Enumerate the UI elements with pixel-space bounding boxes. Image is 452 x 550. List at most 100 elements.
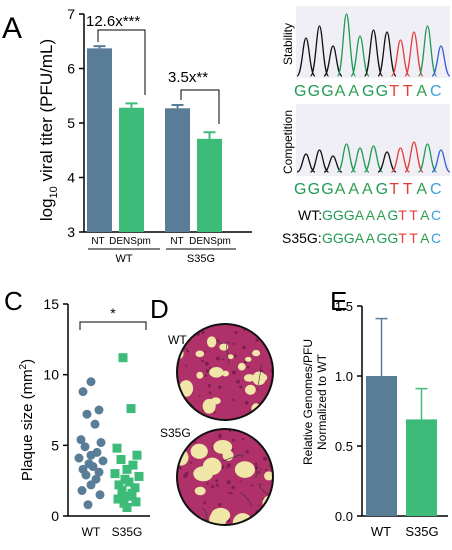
dS35G-crack-4 <box>255 467 257 478</box>
dWT-plaque-14 <box>227 354 234 360</box>
dWT-plaque-6 <box>245 356 252 362</box>
seq-wt-base-3: A <box>355 207 365 223</box>
dWT-cell-11 <box>178 421 180 423</box>
dS35G-cell-7 <box>218 433 222 438</box>
panel-a-bracket-wt <box>97 29 146 95</box>
dWT-plaque-16 <box>210 397 221 405</box>
dS35G-plaque-12 <box>190 443 208 459</box>
panel-e-cat-wt: WT <box>371 524 391 539</box>
panel-a-cat-denspm-s35g: DENSpm <box>189 236 231 247</box>
competition-peak-6 <box>377 151 397 173</box>
panel-c-point-wt-21 <box>83 500 93 510</box>
seq-competition-base-2: G <box>321 181 333 198</box>
seq-stability-base-0: G <box>294 83 306 100</box>
seq-s35g-base-9: A <box>420 230 430 246</box>
dS35G-cell-27 <box>262 456 267 461</box>
dWT-crack-1 <box>226 344 230 364</box>
panel-c-ylabel-end: ) <box>19 359 36 364</box>
seq-wt-base-7: T <box>398 207 407 223</box>
dS35G-cell-3 <box>231 438 235 442</box>
panel-c-scatter-chart: Plaque size (mm2) 0 5 10 15 * WT S35G <box>18 296 150 539</box>
dS35G-cell-61 <box>226 463 231 468</box>
dS35G-cell-11 <box>257 504 260 507</box>
seq-stability-base-4: A <box>348 83 359 100</box>
stability-peak-9 <box>417 25 438 77</box>
seq-wt-base-5: A <box>377 207 387 223</box>
panel-c-ytick-label-10: 10 <box>43 367 59 383</box>
seq-s35g-base-6: G <box>387 230 398 246</box>
panel-e-ytick-label-1.0: 1.0 <box>335 369 353 384</box>
dS35G-cell-57 <box>190 517 195 522</box>
panel-c-point-wt-7 <box>80 442 90 452</box>
stability-peak-7 <box>390 39 411 77</box>
seq-competition-base-3: A <box>335 181 346 198</box>
panel-a-annotation-wt: 12.6x*** <box>86 13 140 30</box>
stability-peak-10 <box>431 45 451 77</box>
panel-c-significance: * <box>110 305 116 321</box>
dWT-cell-69 <box>271 324 273 325</box>
stability-peak-3 <box>336 13 357 77</box>
dS35G-cell-67 <box>177 492 179 496</box>
plaque-well-s35g-rim <box>176 428 274 526</box>
panel-d-plaque-images: WT S35G <box>160 323 274 526</box>
dS35G-cell-49 <box>206 482 209 485</box>
seq-s35g-label: S35G: <box>282 230 322 246</box>
dWT-cell-49 <box>265 404 268 407</box>
dS35G-cell-36 <box>228 430 232 433</box>
chromatogram-competition-bg <box>296 104 450 176</box>
panel-e-ytick-label-0.5: 0.5 <box>335 439 353 454</box>
seq-wt-base-10: C <box>431 207 441 223</box>
panel-e-ylabel-line2: Normalized to WT <box>315 353 329 450</box>
dWT-cell-23 <box>204 374 208 377</box>
panel-b-chromatograms: Stability Competition G G G A A G G T T A CG G G A A A G… <box>281 6 451 246</box>
dS35G-cell-50 <box>189 461 193 464</box>
seq-wt-base-6: G <box>387 207 398 223</box>
dS35G-cell-63 <box>210 485 215 489</box>
panel-c-point-s35g-3 <box>132 450 142 460</box>
dS35G-cell-42 <box>203 501 206 505</box>
panel-a-ytick-label-5: 5 <box>67 115 75 131</box>
dWT-cell-13 <box>201 359 204 363</box>
dWT-cell-38 <box>215 356 220 361</box>
seq-stability-base-8: T <box>403 83 413 100</box>
seq-s35g-base-7: T <box>398 230 407 246</box>
dWT-plaque-17 <box>252 349 261 357</box>
dS35G-cell-9 <box>226 480 231 485</box>
panel-c-ylabel-sup: 2 <box>18 363 29 369</box>
seq-stability-base-5: G <box>362 83 374 100</box>
dWT-cell-50 <box>218 385 222 389</box>
dWT-cell-57 <box>204 361 209 366</box>
seq-stability-base-10: C <box>430 83 442 100</box>
panel-a-bar-3 <box>197 138 222 232</box>
panel-a-cat-denspm-wt: DENSpm <box>109 236 151 247</box>
seq-stability-base-7: T <box>389 83 399 100</box>
panel-e-bar-0 <box>366 376 397 516</box>
dWT-plaque-10 <box>196 371 204 379</box>
dS35G-cell-46 <box>270 444 273 447</box>
panel-a-bar-0 <box>87 48 112 233</box>
panel-label-d: D <box>150 294 169 324</box>
dS35G-cell-44 <box>259 468 262 471</box>
competition-peak-7 <box>391 147 410 173</box>
plaque-well-wt-rim <box>176 323 274 421</box>
seq-competition-base-5: A <box>362 181 373 198</box>
dS35G-cell-31 <box>261 497 264 500</box>
dS35G-cell-65 <box>216 483 219 487</box>
dWT-cell-27 <box>195 418 198 420</box>
panel-c-point-s35g-11 <box>114 480 124 490</box>
panel-c-point-wt-3 <box>82 409 92 419</box>
panel-c-point-wt-20 <box>95 490 105 500</box>
dWT-plaque-0 <box>209 367 224 378</box>
panel-c-point-wt-1 <box>78 387 88 397</box>
seq-competition-base-8: T <box>403 181 413 198</box>
panel-a-annotation-s35g: 3.5x** <box>168 69 208 86</box>
dWT-cell-30 <box>186 419 188 420</box>
dS35G-cell-53 <box>239 480 242 483</box>
panel-e-ytick-label-0.0: 0.0 <box>335 509 353 524</box>
dWT-cell-63 <box>242 345 246 350</box>
panel-c-point-wt-0 <box>86 377 96 387</box>
seq-s35g-base-2: G <box>344 230 355 246</box>
dWT-cell-16 <box>243 329 246 332</box>
panel-c-ylabel-main: Plaque size (mm <box>19 369 36 481</box>
